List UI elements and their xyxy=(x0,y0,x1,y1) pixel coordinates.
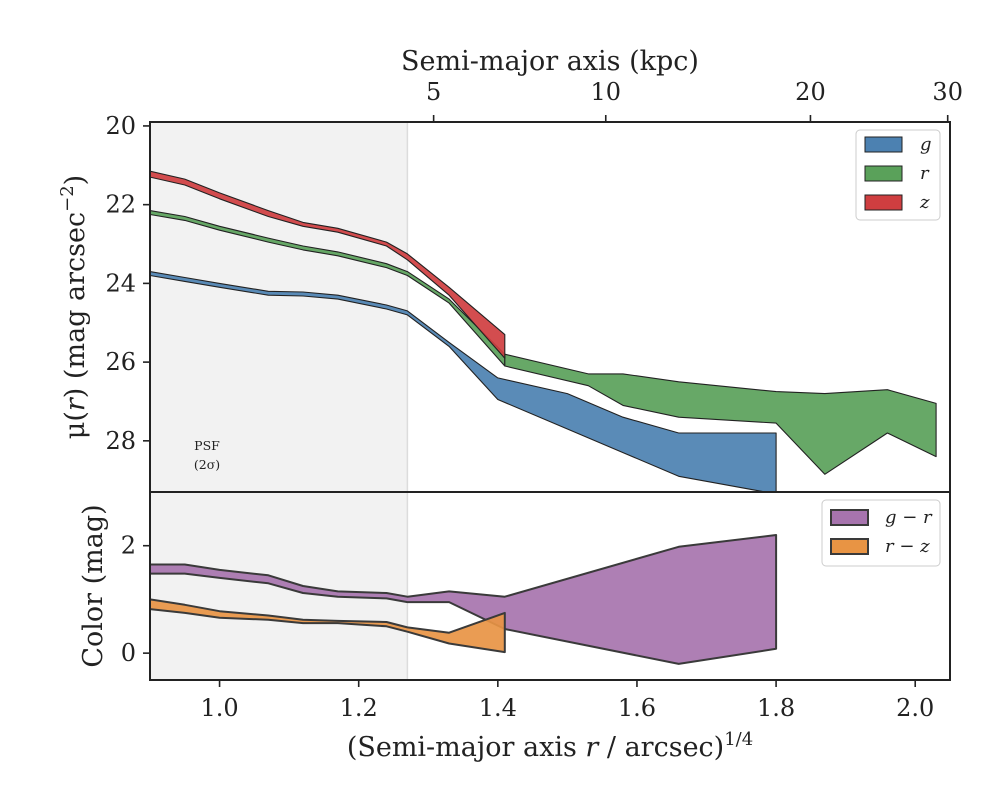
band-z-0 xyxy=(150,170,506,359)
top-y-tick-label: 22 xyxy=(105,191,136,219)
top-kpc-tick-label: 20 xyxy=(795,78,826,106)
legend-swatch-color-1 xyxy=(830,538,869,555)
band-r-1 xyxy=(504,353,937,475)
band-g-0 xyxy=(150,271,777,492)
x-tick-label: 1.6 xyxy=(618,694,656,722)
legend-swatch-color-0 xyxy=(830,509,869,526)
top-kpc-tick-label: 10 xyxy=(590,78,621,106)
legend-swatch-g xyxy=(864,136,903,153)
legend-swatch-r xyxy=(864,165,903,182)
top-axis-ylabel: μ(r) (mag arcsec−2) xyxy=(57,175,91,439)
x-tick-label: 1.0 xyxy=(200,694,238,722)
bottom-panel: 0 2 1.0 1.2 1.4 1.6 1.8 2.0 g − r r − z xyxy=(121,491,951,722)
top-axis-title: Semi-major axis (kpc) xyxy=(401,46,699,77)
top-y-tick-label: 26 xyxy=(105,348,136,376)
psf-label-sigma: (2σ) xyxy=(194,457,220,472)
legend-label-z: z xyxy=(919,192,930,213)
top-kpc-tick-label: 5 xyxy=(426,78,441,106)
x-tick-label: 2.0 xyxy=(896,694,934,722)
top-legend: grz xyxy=(855,129,941,221)
top-y-tick-label: 28 xyxy=(105,427,136,455)
bottom-panel-frame xyxy=(149,491,951,681)
top-kpc-tick-label: 30 xyxy=(932,78,963,106)
bottom-legend: g − r r − z xyxy=(821,499,941,567)
bottom-axis-title: (Semi-major axis r / arcsec)1/4 xyxy=(347,729,753,763)
legend-label-g: g xyxy=(920,134,932,155)
legend-label-r: r xyxy=(920,163,930,184)
x-tick-label: 1.4 xyxy=(479,694,517,722)
bottom-y-tick-label: 2 xyxy=(121,532,136,560)
bottom-y-tick-label: 0 xyxy=(121,639,136,667)
color-band-gr xyxy=(150,534,778,665)
top-y-tick-label: 20 xyxy=(105,112,136,140)
bottom-axis-ylabel: Color (mag) xyxy=(78,504,109,667)
top-y-tick-label: 24 xyxy=(105,269,136,297)
legend-swatch-z xyxy=(864,194,903,211)
legend-label-color-0: g − r xyxy=(885,507,933,528)
psf-label: PSF xyxy=(194,438,220,453)
x-tick-label: 1.8 xyxy=(757,694,795,722)
color-band-rz xyxy=(150,598,506,654)
legend-label-color-1: r − z xyxy=(885,536,930,557)
x-tick-label: 1.2 xyxy=(340,694,378,722)
